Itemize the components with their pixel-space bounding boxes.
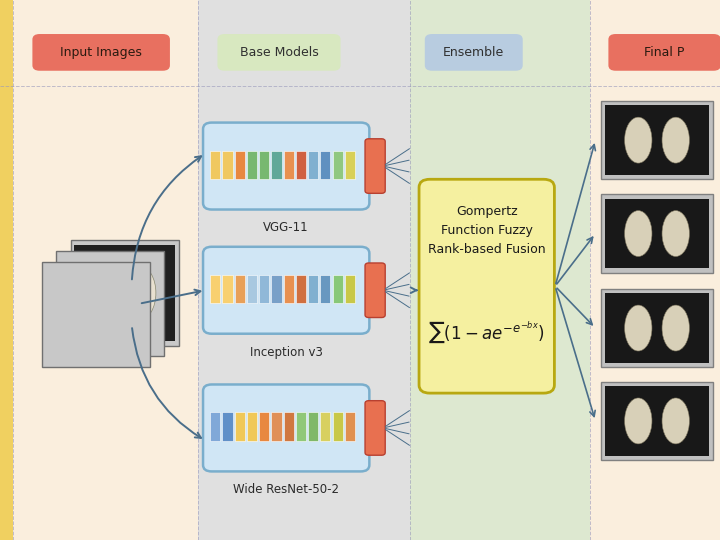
Text: Final P: Final P	[644, 46, 685, 59]
FancyBboxPatch shape	[365, 401, 385, 455]
Bar	[590, 0, 720, 540]
Bar	[259, 151, 269, 179]
Bar	[235, 151, 245, 179]
Bar	[601, 382, 713, 460]
Bar	[308, 151, 318, 179]
Bar	[222, 151, 233, 179]
Bar	[296, 151, 306, 179]
Bar	[345, 275, 355, 303]
Bar	[210, 275, 220, 303]
Text: Ensemble: Ensemble	[443, 46, 505, 59]
Ellipse shape	[662, 398, 690, 444]
FancyBboxPatch shape	[217, 34, 341, 71]
FancyBboxPatch shape	[203, 123, 369, 210]
Bar	[235, 275, 245, 303]
Text: VGG-11: VGG-11	[264, 221, 309, 234]
Bar	[56, 251, 164, 356]
Bar	[308, 275, 318, 303]
Bar	[605, 199, 709, 268]
Bar	[210, 151, 220, 179]
Bar	[601, 289, 713, 367]
Text: Base Models: Base Models	[240, 46, 318, 59]
Bar	[271, 151, 282, 179]
Bar	[71, 240, 179, 346]
Bar	[247, 275, 257, 303]
Bar	[296, 413, 306, 441]
Bar	[308, 413, 318, 441]
Bar	[333, 151, 343, 179]
Bar	[42, 262, 150, 367]
Text: Inception v3: Inception v3	[250, 346, 323, 359]
Bar	[198, 0, 410, 540]
Bar	[410, 0, 590, 540]
Bar	[284, 275, 294, 303]
Bar	[345, 151, 355, 179]
Bar	[320, 275, 330, 303]
FancyBboxPatch shape	[203, 247, 369, 334]
Text: Wide ResNet-50-2: Wide ResNet-50-2	[233, 483, 339, 496]
Bar	[271, 275, 282, 303]
Bar	[296, 275, 306, 303]
FancyBboxPatch shape	[425, 34, 523, 71]
Ellipse shape	[625, 305, 652, 351]
Ellipse shape	[662, 305, 690, 351]
Bar	[345, 413, 355, 441]
Bar	[320, 151, 330, 179]
Ellipse shape	[662, 211, 690, 256]
Bar	[284, 413, 294, 441]
Bar	[259, 275, 269, 303]
FancyBboxPatch shape	[608, 34, 720, 71]
Ellipse shape	[625, 398, 652, 444]
FancyBboxPatch shape	[32, 34, 170, 71]
FancyBboxPatch shape	[365, 139, 385, 193]
Bar	[247, 151, 257, 179]
Bar	[210, 413, 220, 441]
Ellipse shape	[94, 266, 126, 320]
Ellipse shape	[625, 211, 652, 256]
Bar	[247, 413, 257, 441]
Bar	[259, 413, 269, 441]
Bar	[601, 194, 713, 273]
Bar	[320, 413, 330, 441]
Text: Input Images: Input Images	[60, 46, 142, 59]
Bar	[601, 101, 713, 179]
Bar	[222, 275, 233, 303]
Ellipse shape	[625, 117, 652, 163]
Bar	[13, 0, 198, 540]
Bar	[333, 413, 343, 441]
Bar	[271, 413, 282, 441]
Bar	[605, 105, 709, 175]
Bar	[605, 293, 709, 363]
Text: Gompertz
Function Fuzzy
Rank-based Fusion: Gompertz Function Fuzzy Rank-based Fusio…	[428, 205, 546, 256]
Bar	[0, 0, 13, 540]
Bar	[605, 386, 709, 456]
Ellipse shape	[662, 117, 690, 163]
Bar	[284, 151, 294, 179]
Bar	[333, 275, 343, 303]
FancyBboxPatch shape	[419, 179, 554, 393]
Bar	[222, 413, 233, 441]
Text: $\sum(1-ae^{-e^{-bx}})$: $\sum(1-ae^{-e^{-bx}})$	[428, 319, 545, 346]
FancyBboxPatch shape	[203, 384, 369, 471]
Ellipse shape	[124, 266, 156, 320]
Bar	[235, 413, 245, 441]
Bar	[74, 245, 175, 341]
FancyBboxPatch shape	[365, 263, 385, 318]
